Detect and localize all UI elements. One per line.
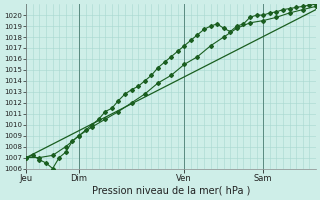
X-axis label: Pression niveau de la mer( hPa ): Pression niveau de la mer( hPa )	[92, 186, 250, 196]
